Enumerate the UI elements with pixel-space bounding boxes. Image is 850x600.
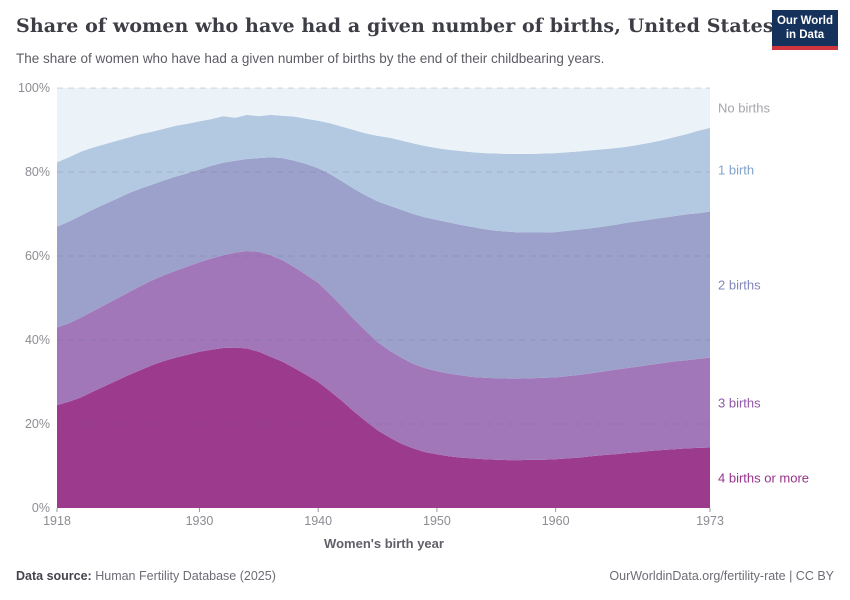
- area-band-4-births-or-more[interactable]: [57, 347, 710, 508]
- x-tick-label-1930: 1930: [185, 514, 214, 528]
- x-axis-title: Women's birth year: [324, 536, 444, 551]
- data-source-note: Data source: Human Fertility Database (2…: [16, 569, 276, 583]
- area-band-no-births[interactable]: [57, 88, 710, 163]
- chart-subtitle: The share of women who have had a given …: [16, 51, 605, 66]
- x-tick-label-1918: 1918: [43, 514, 71, 528]
- x-tick-label-1940: 1940: [304, 514, 333, 528]
- area-band-1-birth[interactable]: [57, 114, 710, 233]
- legend-label-3-births[interactable]: 3 births: [718, 395, 761, 411]
- x-tick-label-1950: 1950: [423, 514, 451, 528]
- x-tick-label-1960: 1960: [541, 514, 570, 528]
- legend-label-2-births[interactable]: 2 births: [718, 277, 761, 293]
- y-tick-label-100%: 100%: [18, 81, 50, 95]
- legend-label-no-births[interactable]: No births: [718, 100, 771, 116]
- chart-footer: Data source: Human Fertility Database (2…: [16, 569, 834, 583]
- owid-logo-text: Our World in Data: [772, 10, 838, 46]
- area-band-3-births[interactable]: [57, 251, 710, 461]
- data-source-label: Data source:: [16, 569, 92, 583]
- legend-label-1-birth[interactable]: 1 birth: [718, 162, 755, 178]
- area-band-2-births[interactable]: [57, 157, 710, 379]
- legend-label-4-births-or-more[interactable]: 4 births or more: [718, 470, 810, 486]
- data-source-value: Human Fertility Database (2025): [95, 569, 276, 583]
- y-tick-label-80%: 80%: [24, 165, 50, 179]
- chart-title: Share of women who have had a given numb…: [16, 15, 774, 37]
- attribution-link[interactable]: OurWorldinData.org/fertility-rate | CC B…: [609, 569, 834, 583]
- y-tick-label-60%: 60%: [24, 249, 50, 263]
- owid-logo-accent-bar: [772, 46, 838, 50]
- y-tick-label-20%: 20%: [24, 417, 50, 431]
- owid-logo[interactable]: Our World in Data: [772, 10, 838, 50]
- y-tick-label-40%: 40%: [24, 333, 50, 347]
- y-tick-label-0%: 0%: [31, 501, 50, 515]
- x-tick-label-1973: 1973: [696, 514, 724, 528]
